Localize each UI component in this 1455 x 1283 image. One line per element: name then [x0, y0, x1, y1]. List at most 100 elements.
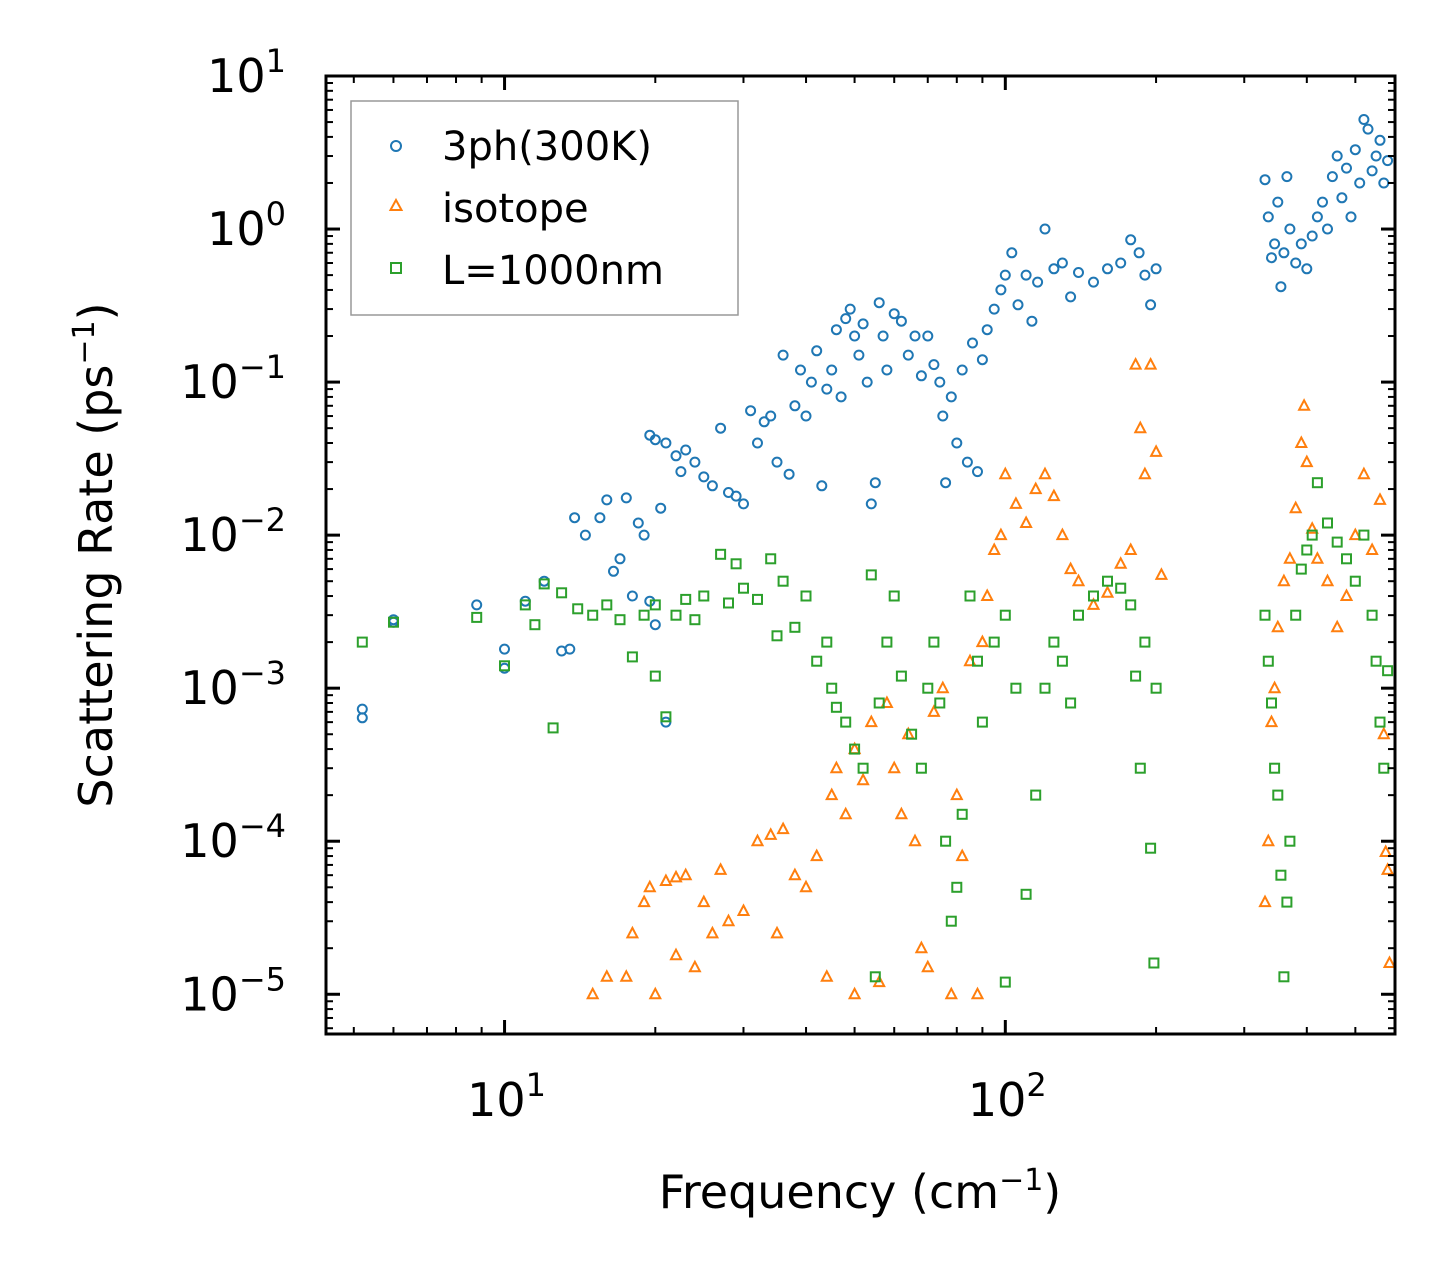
- data-point: [1380, 862, 1395, 875]
- data-point: [972, 655, 983, 667]
- data-point: [934, 697, 946, 709]
- data-point: [771, 456, 783, 468]
- data-point: [1306, 529, 1318, 541]
- data-point: [1065, 697, 1077, 709]
- x-tick-label: 101: [467, 1066, 546, 1127]
- data-point: [799, 879, 813, 893]
- data-point: [1261, 833, 1275, 847]
- data-point: [915, 370, 927, 382]
- data-point: [764, 827, 778, 840]
- data-point: [1125, 234, 1137, 246]
- tick-labels: 101 102 101 100 10−1 10−2 10−3 10−4 10−5: [180, 42, 1046, 1127]
- data-point: [1149, 444, 1163, 457]
- data-point: [999, 609, 1011, 621]
- data-point: [1102, 263, 1113, 275]
- data-point: [820, 969, 834, 982]
- data-point: [908, 833, 922, 847]
- data-point: [1133, 247, 1145, 259]
- data-point: [738, 582, 749, 594]
- data-point: [865, 498, 877, 510]
- data-point: [538, 578, 550, 590]
- data-point: [1290, 609, 1302, 621]
- data-point: [1115, 257, 1127, 269]
- y-tick-label: 10−5: [180, 960, 286, 1021]
- data-point: [1124, 542, 1138, 555]
- data-point: [955, 848, 969, 862]
- data-point: [1145, 299, 1157, 311]
- data-point: [614, 614, 626, 626]
- data-point: [1259, 174, 1271, 186]
- data-point: [1349, 144, 1361, 156]
- data-point: [1331, 536, 1343, 548]
- data-point: [940, 835, 952, 847]
- data-point: [1006, 247, 1018, 259]
- data-point: [1275, 281, 1287, 293]
- data-point: [705, 925, 720, 939]
- data-point: [765, 553, 777, 565]
- legend-label-3ph: 3ph(300K): [442, 124, 652, 170]
- data-point: [1331, 150, 1343, 162]
- data-point: [981, 324, 993, 336]
- data-point: [839, 806, 853, 820]
- data-point: [637, 894, 651, 908]
- data-point: [816, 480, 828, 492]
- y-tick-label: 10−1: [180, 348, 286, 409]
- data-point: [648, 986, 662, 1000]
- data-point: [706, 480, 718, 492]
- data-point: [861, 376, 873, 388]
- data-point: [738, 498, 749, 510]
- data-point: [921, 959, 935, 973]
- data-point: [1379, 844, 1393, 857]
- data-point: [698, 590, 710, 602]
- data-point: [1055, 527, 1070, 541]
- data-point: [998, 466, 1012, 480]
- data-point: [1150, 263, 1162, 275]
- data-point: [821, 636, 833, 648]
- data-point: [1012, 299, 1024, 311]
- data-point: [569, 512, 581, 524]
- data-point: [857, 318, 869, 330]
- data-point: [1262, 211, 1274, 223]
- data-point: [698, 471, 710, 483]
- data-point: [972, 466, 983, 478]
- data-point: [1073, 609, 1084, 621]
- data-point: [1281, 896, 1293, 908]
- data-point: [752, 593, 763, 605]
- data-point: [770, 925, 784, 939]
- data-point: [626, 590, 638, 602]
- data-point: [800, 590, 812, 602]
- data-point: [777, 575, 789, 587]
- data-point: [1339, 588, 1354, 601]
- data-point: [976, 354, 988, 366]
- series-1: [586, 356, 1397, 1000]
- data-point: [736, 903, 751, 916]
- data-point: [659, 873, 673, 886]
- data-point: [869, 971, 881, 983]
- data-point: [975, 634, 990, 648]
- y-tick-label: 101: [207, 42, 286, 103]
- data-point: [1038, 466, 1052, 480]
- data-point: [937, 410, 949, 422]
- data-point: [579, 529, 591, 541]
- data-point: [1026, 315, 1038, 327]
- data-point: [1349, 575, 1361, 587]
- data-point: [1373, 492, 1387, 505]
- data-point: [800, 410, 812, 422]
- data-point: [1088, 590, 1099, 602]
- data-point: [723, 597, 734, 609]
- data-point: [670, 450, 682, 462]
- data-point: [945, 915, 957, 927]
- data-point: [873, 697, 885, 709]
- data-point: [1143, 356, 1158, 370]
- data-point: [471, 599, 483, 611]
- data-point: [1088, 276, 1099, 288]
- data-point: [1271, 619, 1285, 633]
- data-point: [680, 593, 692, 605]
- data-point: [752, 437, 763, 449]
- data-point: [909, 330, 921, 342]
- data-point: [1370, 655, 1382, 667]
- data-point: [927, 704, 941, 717]
- data-point: [715, 422, 727, 434]
- data-point: [649, 434, 661, 446]
- data-point: [1357, 466, 1371, 480]
